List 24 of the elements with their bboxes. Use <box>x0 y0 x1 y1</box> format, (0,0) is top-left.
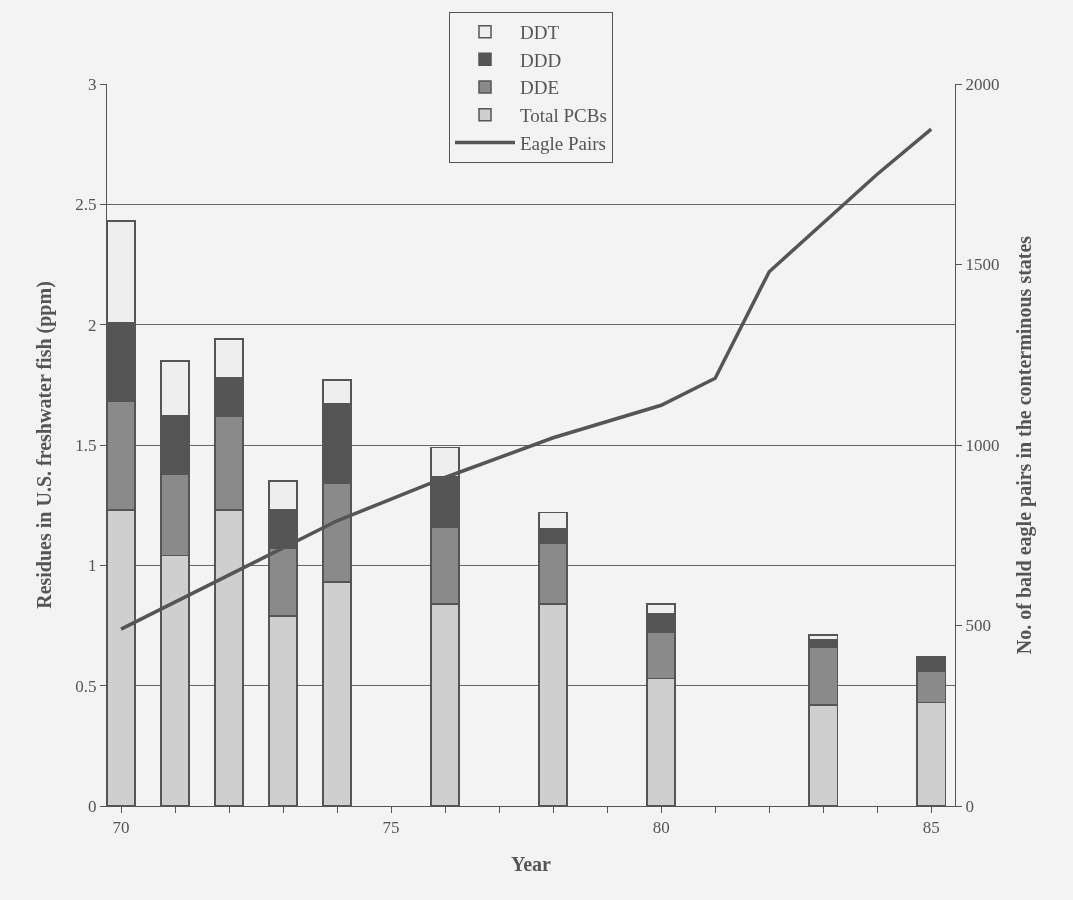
legend-label: Total PCBs <box>520 105 607 127</box>
y-tick-label: 2 <box>88 315 97 335</box>
y2-tick-label: 1000 <box>965 435 1000 455</box>
legend-label: Eagle Pairs <box>520 132 607 154</box>
y-tick-label: 1 <box>88 556 97 576</box>
x-tick-label: 70 <box>112 818 130 838</box>
y-tick-label: 1.5 <box>75 435 97 455</box>
x-tick-label: 75 <box>382 818 400 838</box>
y-tick-label: 3 <box>88 74 97 94</box>
y-axis-title: Residues in U.S. freshwater fish (ppm) <box>32 281 56 609</box>
y2-tick-label: 1500 <box>965 255 1000 275</box>
y2-axis-title: No. of bald eagle pairs in the conterminous states <box>1012 235 1036 655</box>
y2-tick-label: 0 <box>965 796 974 816</box>
legend-label: DDE <box>520 77 560 99</box>
y-tick-label: 2.5 <box>75 195 97 215</box>
x-axis-title: Year <box>511 852 552 875</box>
x-tick-label: 80 <box>652 818 670 838</box>
x-tick-label: 85 <box>922 818 940 838</box>
y2-tick-label: 2000 <box>965 74 1000 94</box>
legend-label: DDD <box>520 49 562 71</box>
legend-label: DDT <box>520 22 560 44</box>
y-tick-label: 0.5 <box>75 676 97 696</box>
y-tick-label: 0 <box>88 796 97 816</box>
y2-tick-label: 500 <box>965 616 991 636</box>
